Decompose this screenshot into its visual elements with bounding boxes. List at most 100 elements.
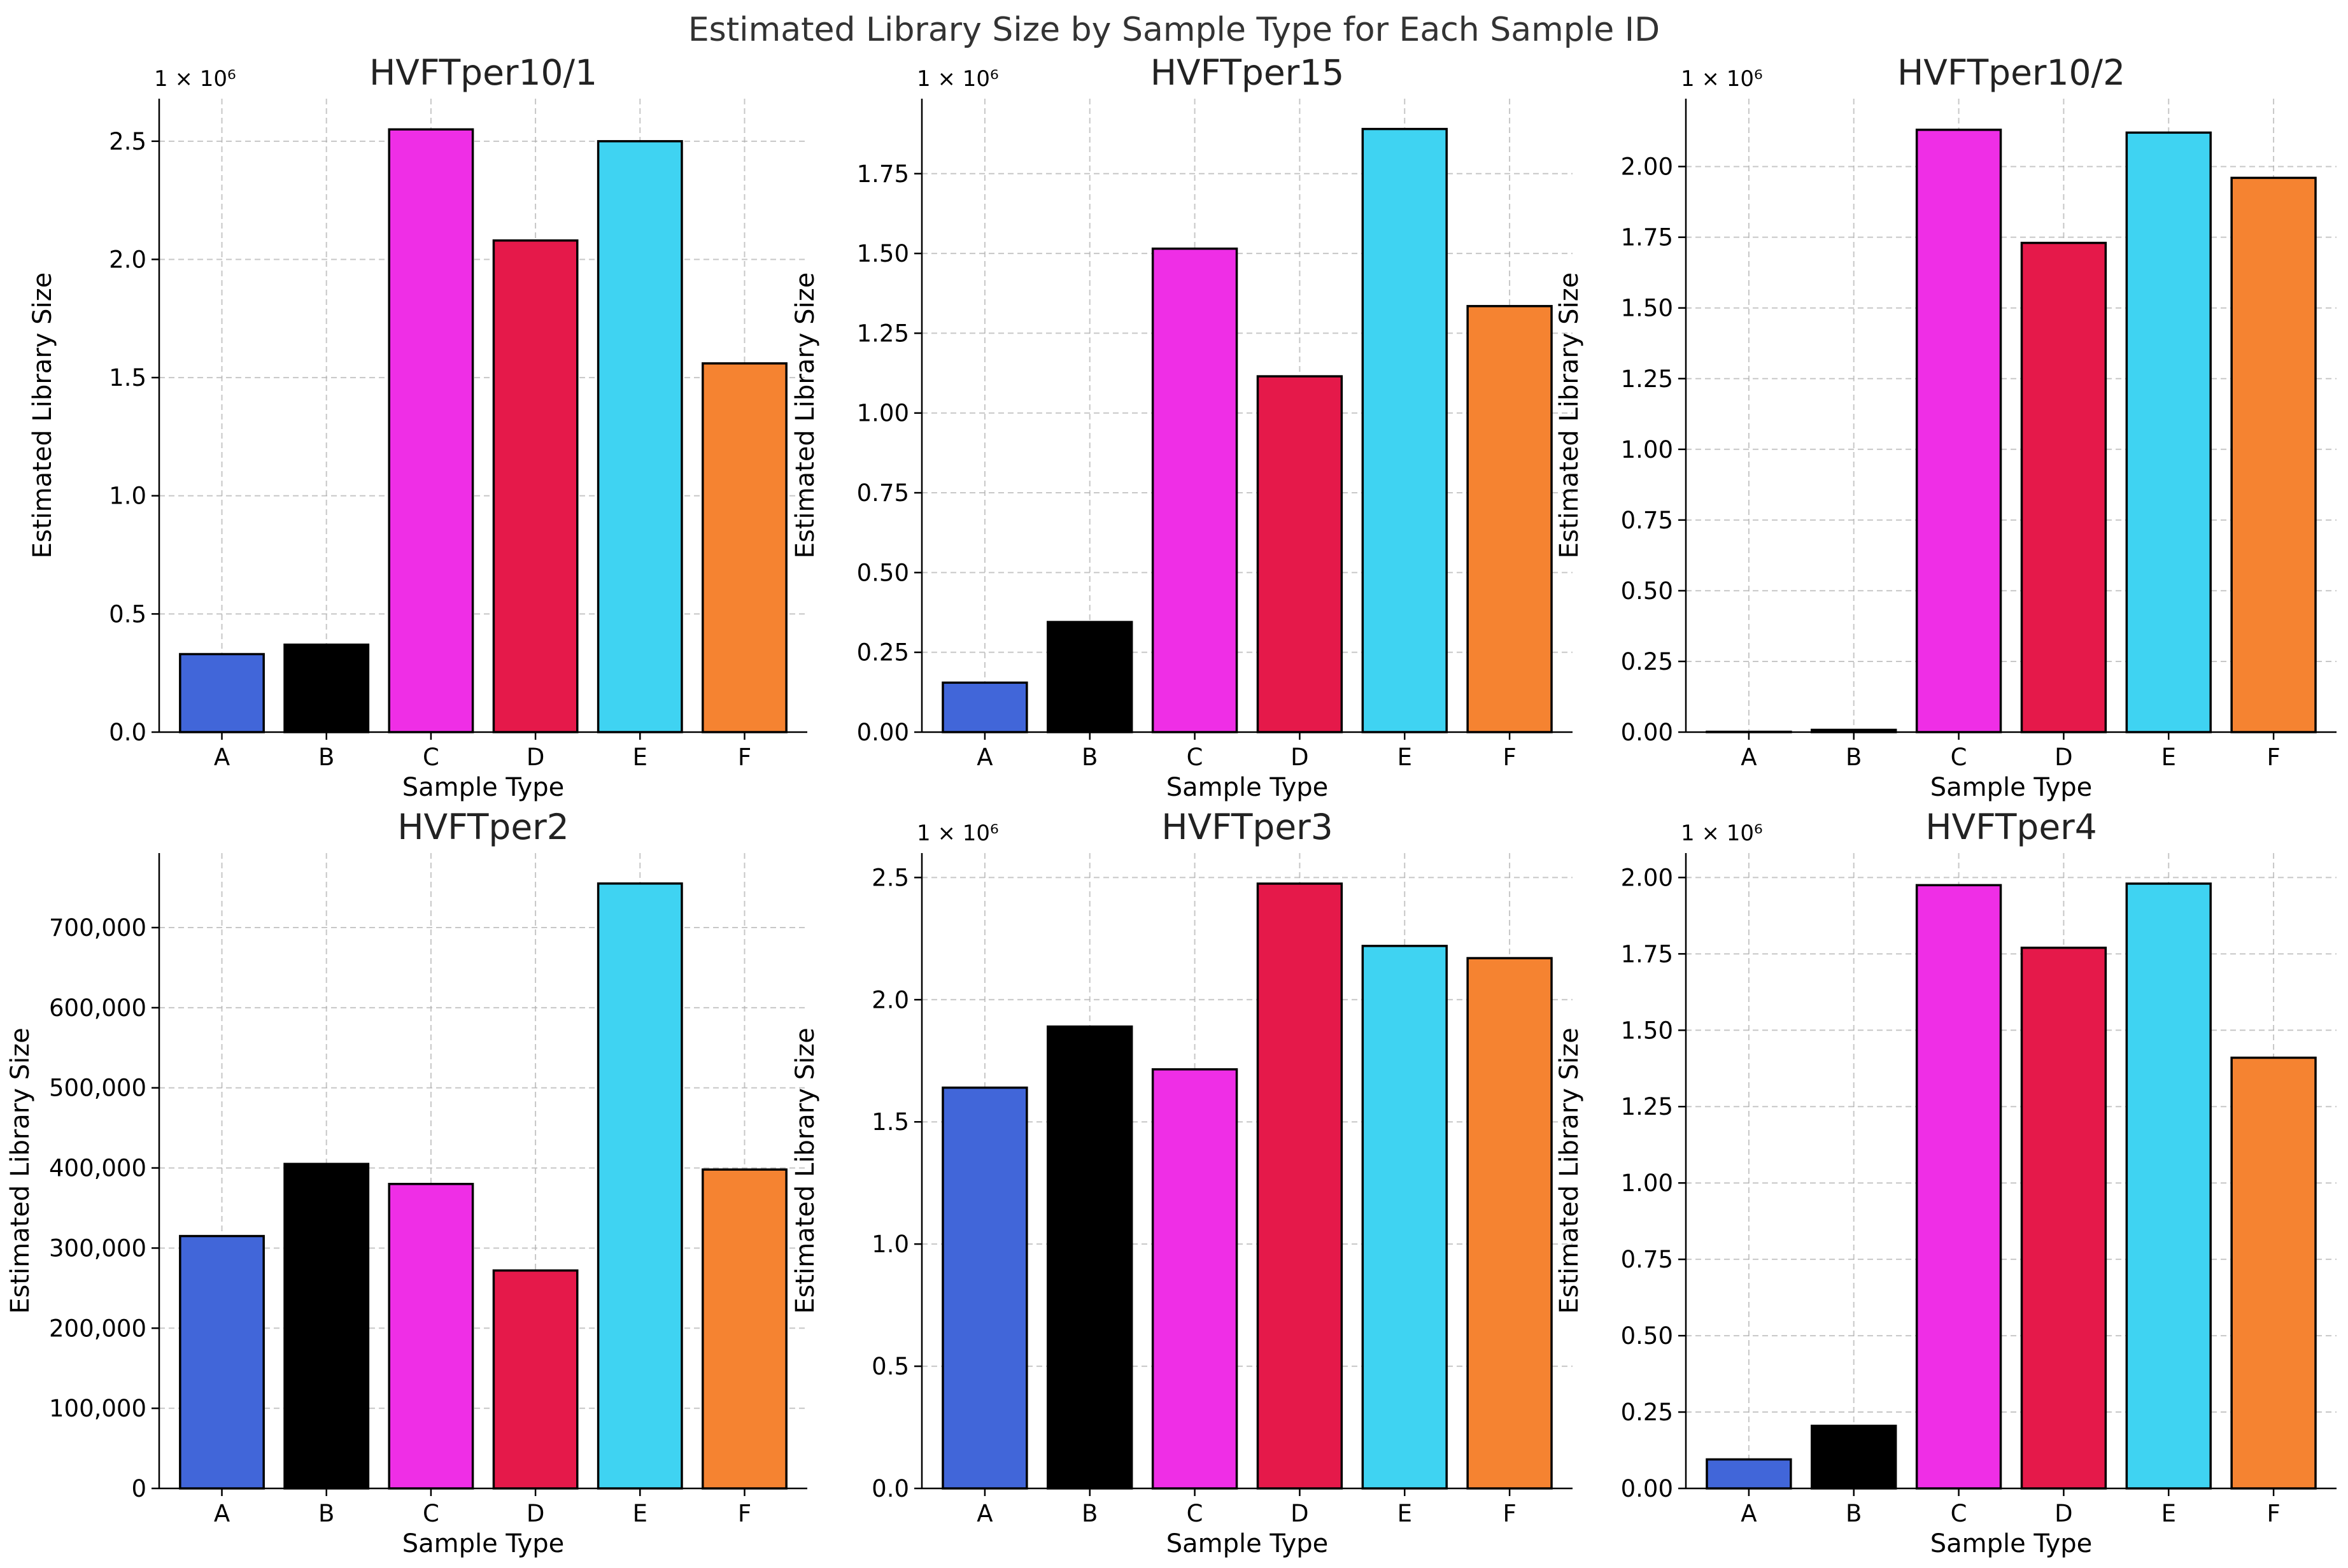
- x-tick-label: E: [633, 744, 647, 771]
- x-tick-label: B: [1846, 744, 1862, 771]
- bar-b: [283, 643, 370, 733]
- y-tick-label: 2.00: [1621, 864, 1673, 891]
- y-tick-label: 400,000: [49, 1155, 146, 1182]
- x-tick-label: F: [1503, 744, 1516, 771]
- bar-f: [702, 362, 788, 733]
- y-tick-label: 1.50: [857, 240, 909, 267]
- y-tick-label: 0.50: [857, 559, 909, 586]
- bar-d: [2020, 241, 2107, 733]
- y-tick-label: 0.5: [109, 600, 146, 628]
- x-axis-label: Sample Type: [402, 1529, 565, 1558]
- subplot-title: HVFTper10/2: [1897, 52, 2125, 93]
- x-axis-label: Sample Type: [1930, 773, 2093, 802]
- bar-e: [2125, 131, 2212, 733]
- y-tick-label: 0.75: [857, 479, 909, 507]
- subplot-5: 0.0 0.5 1.0 1.5 2.0 2.5 A B C D E F Sample Type Estim…: [791, 807, 1573, 1558]
- y-tick-label: 0.0: [872, 1475, 909, 1502]
- x-tick-label: C: [1187, 1500, 1203, 1527]
- y-tick-label: 1.25: [1621, 1093, 1673, 1120]
- bar-f: [702, 1168, 788, 1490]
- x-tick-label: B: [1082, 1500, 1098, 1527]
- bar-c: [1915, 884, 2002, 1490]
- x-tick-label: D: [2054, 1500, 2073, 1527]
- x-axis-label: Sample Type: [402, 773, 565, 802]
- bar-f: [1466, 957, 1553, 1490]
- x-tick-label: A: [214, 744, 230, 771]
- x-tick-label: A: [1741, 744, 1757, 771]
- y-tick-label: 0.75: [1621, 1246, 1673, 1273]
- subplots: 0.0 0.5 1.0 1.5 2.0 2.5 A B C D E F Sample Type Estim…: [6, 52, 2337, 1558]
- y-tick-label: 2.5: [872, 864, 909, 891]
- y-tick-label: 300,000: [49, 1234, 146, 1262]
- subplot-2: 0.00 0.25 0.50 0.75 1.00 1.25 1.50 1.75 A B C D E F Sa…: [791, 52, 1573, 802]
- y-axis-label: Estimated Library Size: [791, 1028, 820, 1313]
- y-tick-label: 1.75: [1621, 940, 1673, 968]
- bar-e: [597, 140, 683, 733]
- y-tick-label: 1.25: [857, 320, 909, 347]
- y-tick-label: 0.00: [1621, 719, 1673, 746]
- x-tick-label: E: [2161, 744, 2176, 771]
- y-tick-label: 1.75: [1621, 224, 1673, 251]
- y-tick-label: 700,000: [49, 914, 146, 942]
- y-tick-label: 0.0: [109, 719, 146, 746]
- y-tick-label: 1.0: [872, 1231, 909, 1258]
- x-axis-label: Sample Type: [1930, 1529, 2093, 1558]
- x-tick-label: E: [2161, 1500, 2176, 1527]
- subplot-title: HVFTper2: [397, 807, 569, 847]
- bar-b: [1047, 1025, 1133, 1490]
- x-tick-label: C: [1951, 744, 1967, 771]
- bar-a: [1706, 1458, 1792, 1490]
- x-tick-label: D: [1291, 1500, 1309, 1527]
- x-tick-label: F: [2267, 1500, 2280, 1527]
- x-tick-label: B: [1082, 744, 1098, 771]
- x-tick-label: A: [977, 744, 993, 771]
- y-tick-label: 0.5: [872, 1353, 909, 1380]
- x-axis-label: Sample Type: [1166, 773, 1329, 802]
- bar-a: [179, 1234, 265, 1490]
- x-tick-label: A: [977, 1500, 993, 1527]
- y-tick-label: 2.5: [109, 128, 146, 155]
- bar-c: [388, 128, 474, 733]
- y-tick-label: 0.50: [1621, 1322, 1673, 1350]
- x-tick-label: D: [2054, 744, 2073, 771]
- subplot-title: HVFTper3: [1161, 807, 1333, 847]
- bar-e: [2125, 882, 2212, 1490]
- bar-c: [1151, 247, 1238, 733]
- y-tick-label: 0.25: [1621, 648, 1673, 675]
- bar-a: [942, 1086, 1028, 1490]
- y-tick-label: 2.00: [1621, 153, 1673, 181]
- subplot-title: HVFTper4: [1925, 807, 2097, 847]
- bar-a: [179, 653, 265, 733]
- x-tick-label: F: [738, 1500, 751, 1527]
- subplot-6: 0.00 0.25 0.50 0.75 1.00 1.25 1.50 1.75 2.00 A B C D…: [1555, 807, 2337, 1558]
- y-tick-label: 1.5: [109, 364, 146, 392]
- bar-d: [2020, 946, 2107, 1490]
- x-tick-label: C: [423, 1500, 439, 1527]
- y-tick-label: 0.25: [857, 639, 909, 667]
- subplot-title: HVFTper10/1: [369, 52, 597, 93]
- y-tick-label: 1.50: [1621, 295, 1673, 322]
- y-tick-label: 0.50: [1621, 577, 1673, 605]
- y-tick-label: 1.25: [1621, 365, 1673, 393]
- y-tick-label: 1.00: [1621, 436, 1673, 463]
- y-offset-label: 1 × 10⁶: [917, 66, 999, 92]
- bar-c: [1915, 129, 2002, 733]
- x-tick-label: A: [214, 1500, 230, 1527]
- y-tick-label: 1.00: [1621, 1169, 1673, 1197]
- y-tick-label: 500,000: [49, 1075, 146, 1102]
- y-axis-label: Estimated Library Size: [28, 272, 57, 558]
- x-tick-label: C: [423, 744, 439, 771]
- bar-f: [1466, 305, 1553, 733]
- x-tick-label: E: [633, 1500, 647, 1527]
- bar-d: [492, 239, 579, 733]
- y-tick-label: 100,000: [49, 1395, 146, 1422]
- y-tick-label: 0: [131, 1475, 146, 1502]
- y-tick-label: 1.0: [109, 483, 146, 510]
- x-tick-label: D: [1291, 744, 1309, 771]
- y-axis-label: Estimated Library Size: [1555, 1028, 1584, 1313]
- x-tick-label: A: [1741, 1500, 1757, 1527]
- y-tick-label: 1.75: [857, 160, 909, 188]
- bar-b: [1047, 621, 1133, 733]
- y-tick-label: 1.50: [1621, 1017, 1673, 1044]
